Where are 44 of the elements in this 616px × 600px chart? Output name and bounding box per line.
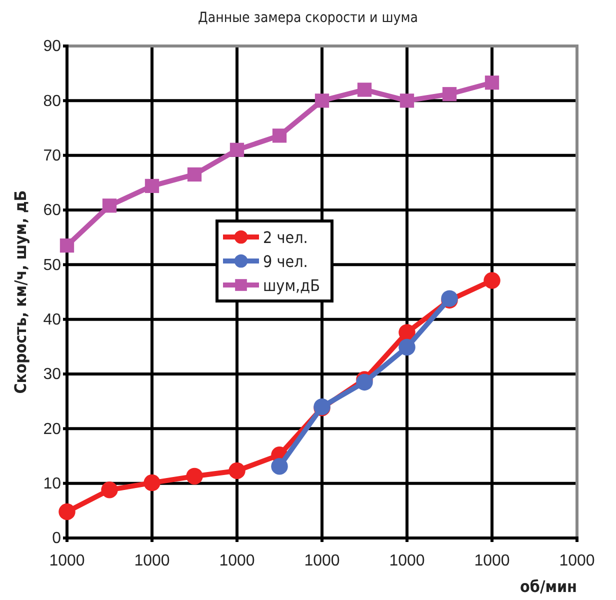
point <box>272 128 287 143</box>
point <box>314 94 330 108</box>
x-tick-label: 1000 <box>559 552 595 570</box>
point <box>144 178 160 194</box>
x-tick-label: 1000 <box>474 552 510 570</box>
chart-title: Данные замера скорости и шума <box>198 10 418 26</box>
y-tick-label: 20 <box>43 420 62 438</box>
x-tick-label: 1000 <box>49 552 85 570</box>
point <box>442 87 457 102</box>
y-tick-label: 60 <box>43 202 62 220</box>
legend-label: 9 чел. <box>263 252 308 271</box>
point <box>58 503 76 520</box>
y-tick-label: 0 <box>52 530 62 548</box>
y-tick-label: 10 <box>43 475 62 492</box>
point <box>186 468 203 485</box>
point <box>357 82 372 97</box>
x-tick-label: 1000 <box>219 552 255 570</box>
y-tick-label: 50 <box>43 256 62 274</box>
x-tick-label: 1000 <box>134 552 170 570</box>
y-tick-label: 30 <box>43 366 62 384</box>
point <box>228 462 246 480</box>
point <box>187 167 202 182</box>
x-tick-label: 1000 <box>389 552 425 570</box>
point <box>271 458 288 475</box>
legend-label: 2 чел. <box>263 228 308 247</box>
point <box>398 324 416 341</box>
x-axis-title: об/мин <box>520 577 577 596</box>
point <box>484 272 500 289</box>
point <box>102 198 117 213</box>
point <box>398 338 416 356</box>
x-tick-label: 1000 <box>304 552 340 570</box>
point <box>356 374 373 391</box>
point <box>144 474 160 492</box>
y-axis-title: Скорость, км/ч, шум, дБ <box>11 190 30 394</box>
point <box>101 482 118 498</box>
y-tick-label: 90 <box>43 38 62 56</box>
y-tick-label: 70 <box>43 147 62 164</box>
legend-label: шум,дБ <box>263 276 320 295</box>
y-tick-label: 80 <box>43 92 62 110</box>
y-tick-label: 40 <box>43 311 62 328</box>
point <box>400 94 414 108</box>
point <box>60 238 74 253</box>
point <box>484 76 500 90</box>
point <box>230 142 244 157</box>
